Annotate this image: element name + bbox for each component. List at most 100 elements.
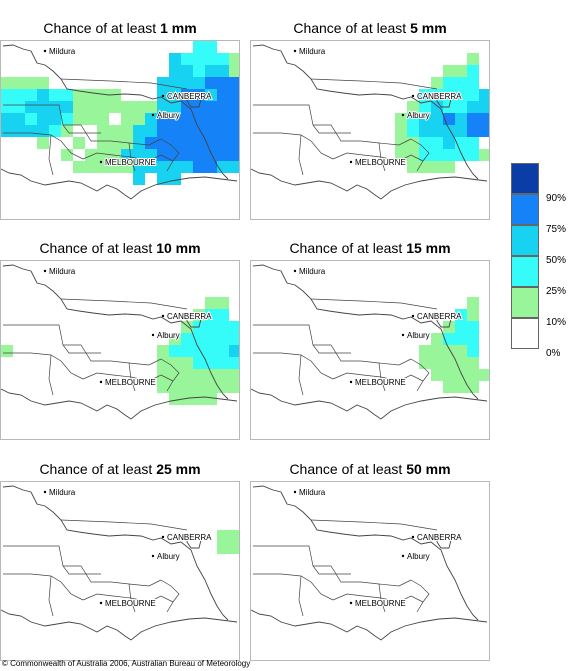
district-line-sw (48, 575, 54, 617)
rain-cell (193, 357, 205, 369)
rain-cell (169, 381, 181, 393)
rain-cell (479, 89, 489, 101)
coast-vic-west (1, 388, 10, 394)
rain-cell (217, 357, 229, 369)
rain-cell (169, 161, 181, 173)
rain-cell (133, 137, 145, 149)
rain-cell (217, 297, 229, 309)
rain-cell (25, 89, 37, 101)
town-marker-mildura (293, 269, 297, 273)
rain-cell (193, 369, 205, 381)
rain-cell (157, 369, 169, 381)
rain-cell (395, 149, 407, 161)
rain-cell (479, 113, 489, 125)
rain-cell (1, 113, 13, 125)
rain-cell (229, 542, 239, 554)
rain-cell (419, 357, 431, 369)
legend-label-75: 75% (546, 224, 567, 235)
rain-cell (133, 101, 145, 113)
rain-cell (443, 369, 455, 381)
rain-cell (169, 125, 181, 137)
rain-cell (467, 101, 479, 113)
rain-map-50mm: Mildura CANBERRA Albury MELBOURNE (250, 481, 490, 661)
district-line-gippsland (378, 583, 386, 613)
rain-cell (181, 357, 193, 369)
rain-cell (85, 101, 97, 113)
rain-cell (217, 101, 229, 113)
rain-cell (205, 149, 217, 161)
rain-cell (85, 113, 97, 125)
rain-cell (217, 333, 229, 345)
rain-cell (431, 357, 443, 369)
act-border (186, 533, 202, 549)
rain-cell (85, 161, 97, 173)
nsw-line-riverina (60, 519, 188, 531)
rain-cell (97, 101, 109, 113)
rain-cell (97, 125, 109, 137)
map-canvas: Mildura CANBERRA Albury MELBOURNE (251, 264, 489, 420)
rain-probability-cells (1, 41, 239, 185)
place-label-canberra: CANBERRA (167, 92, 212, 101)
town-marker-mildura (293, 490, 297, 494)
place-label-melbourne: MELBOURNE (355, 599, 406, 608)
rain-cell (37, 137, 49, 149)
place-label-albury: Albury (157, 552, 180, 561)
town-marker-albury (401, 113, 405, 117)
legend-swatch-0 (511, 318, 539, 349)
place-label-mildura: Mildura (299, 47, 326, 56)
rain-cell (419, 125, 431, 137)
rain-cell (455, 89, 467, 101)
act-border (436, 312, 452, 328)
rain-cell (73, 113, 85, 125)
rain-cell (97, 161, 109, 173)
district-line-east (410, 579, 430, 613)
district-line-gippsland (128, 362, 136, 392)
rain-cell (181, 161, 193, 173)
coastline (258, 172, 488, 200)
district-line-west (253, 352, 334, 380)
rain-cell (145, 149, 157, 161)
place-label-melbourne: MELBOURNE (105, 378, 156, 387)
rain-cell (229, 530, 239, 542)
rain-cell (395, 125, 407, 137)
nsw-line-riverina (310, 78, 438, 90)
rain-cell (443, 161, 455, 173)
rain-cell (61, 149, 73, 161)
place-label-albury: Albury (407, 552, 430, 561)
district-line-central (313, 344, 412, 366)
rain-cell (229, 113, 239, 125)
rain-cell (181, 381, 193, 393)
town-marker-melbourne (99, 601, 103, 605)
rain-probability-cells (395, 53, 489, 173)
map-canvas: Mildura CANBERRA Albury MELBOURNE (251, 44, 489, 200)
district-line-central (63, 565, 162, 587)
rain-cell (419, 149, 431, 161)
rain-cell (229, 333, 239, 345)
rain-cell (1, 345, 13, 357)
rain-cell (455, 309, 467, 321)
place-label-melbourne: MELBOURNE (355, 158, 406, 167)
rain-cell (205, 101, 217, 113)
rain-cell (193, 161, 205, 173)
rain-cell (73, 89, 85, 101)
rain-cell (443, 89, 455, 101)
rain-cell (217, 53, 229, 65)
rain-cell (431, 113, 443, 125)
place-label-canberra: CANBERRA (167, 312, 212, 321)
rain-cell (443, 137, 455, 149)
district-line-west (253, 132, 334, 160)
rain-cell (467, 77, 479, 89)
rain-cell (169, 333, 181, 345)
rain-cell (1, 101, 13, 113)
district-line-west (3, 573, 84, 601)
panel-title-15mm: Chance of at least 15 mm (289, 240, 451, 256)
panel-title-10mm: Chance of at least 10 mm (39, 240, 201, 256)
rain-cell (407, 137, 419, 149)
rain-cell (205, 393, 217, 405)
rain-cell (217, 77, 229, 89)
rain-cell (181, 369, 193, 381)
rain-cell (193, 137, 205, 149)
district-line-sw (48, 134, 54, 176)
rain-cell (419, 101, 431, 113)
rain-cell (121, 161, 133, 173)
